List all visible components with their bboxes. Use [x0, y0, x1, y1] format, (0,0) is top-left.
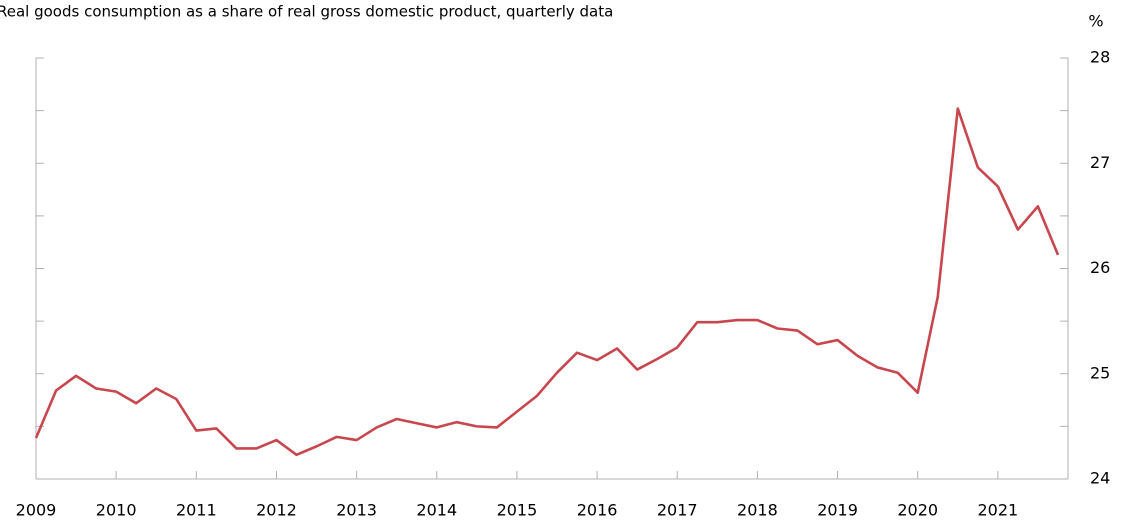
y-unit: %: [1088, 12, 1103, 31]
x-tick-label: 2018: [737, 501, 778, 520]
x-tick-label: 2013: [336, 501, 377, 520]
y-tick-label: 26: [1090, 258, 1110, 277]
x-tick-label: 2014: [416, 501, 457, 520]
y-tick-label: 24: [1090, 469, 1110, 488]
x-tick-label: 2017: [657, 501, 698, 520]
x-tick-label: 2015: [497, 501, 538, 520]
y-tick-label: 25: [1090, 363, 1110, 382]
x-tick-label: 2020: [897, 501, 938, 520]
x-tick-label: 2019: [817, 501, 858, 520]
x-tick-label: 2010: [96, 501, 137, 520]
x-tick-label: 2009: [16, 501, 57, 520]
data-line: [34, 107, 1060, 457]
x-tick-label: 2016: [577, 501, 618, 520]
y-tick-label: 28: [1090, 48, 1110, 67]
x-tick-label: 2021: [978, 501, 1019, 520]
x-tick-label: 2011: [176, 501, 217, 520]
y-tick-label: 27: [1090, 153, 1110, 172]
chart-title: Real goods consumption as a share of rea…: [0, 3, 613, 21]
x-tick-label: 2012: [256, 501, 297, 520]
